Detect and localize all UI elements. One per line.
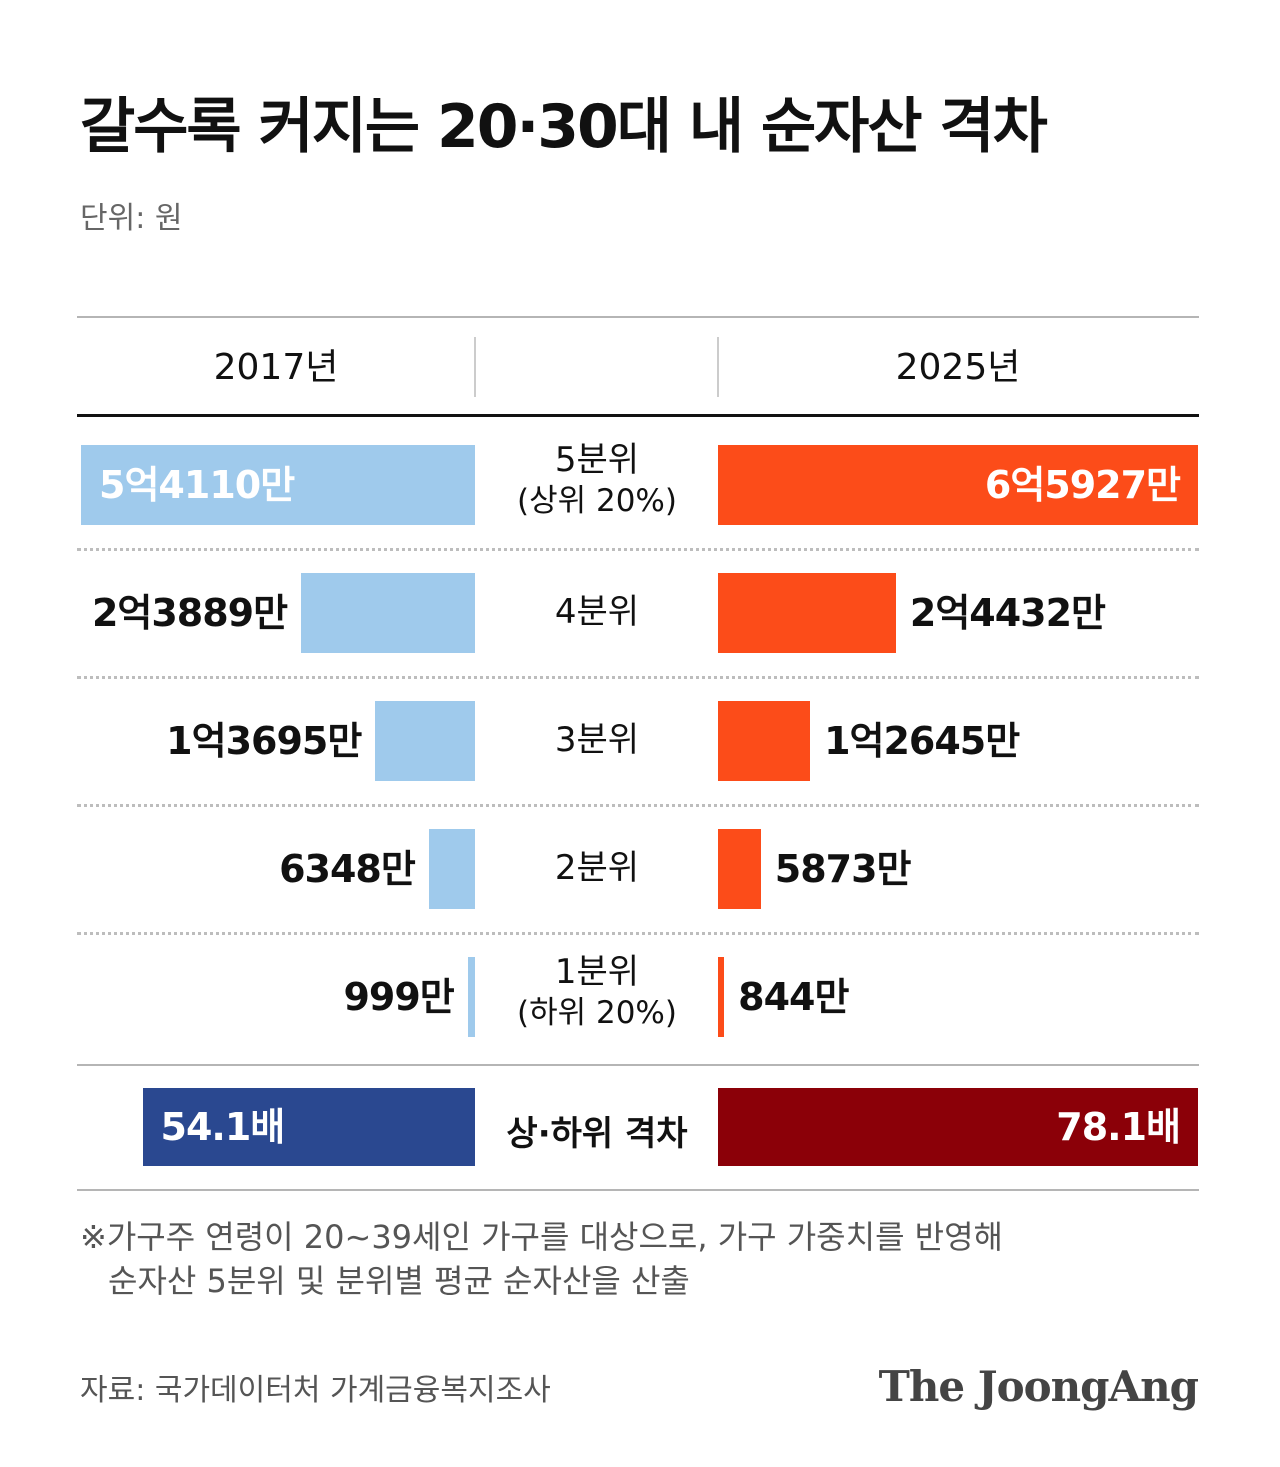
header-separator-right [717, 337, 719, 397]
gap-label: 상·하위 격차 [506, 1114, 688, 1154]
bar-2025 [718, 573, 896, 653]
value-label-2025: 844만 [738, 975, 849, 1019]
source-text: 자료: 국가데이터처 가계금융복지조사 [80, 1373, 551, 1408]
unit-label: 단위: 원 [80, 201, 183, 236]
category-main: 3분위 [554, 720, 640, 760]
category-label: 3분위 [476, 719, 718, 762]
bar-2025 [718, 445, 1198, 525]
footnote-line-2: 순자산 5분위 및 분위별 평균 순자산을 산출 [108, 1262, 690, 1300]
value-label-2025: 6억5927만 [984, 463, 1181, 507]
footnote-line-1: ※가구주 연령이 20~39세인 가구를 대상으로, 가구 가중치를 반영해 [80, 1218, 1003, 1256]
row-divider [77, 804, 1199, 807]
bar-2017 [81, 445, 475, 525]
bar-2017 [375, 701, 475, 781]
value-label-2025: 2억4432만 [909, 591, 1106, 635]
header-bottom-rule [77, 414, 1199, 417]
bar-2025 [718, 829, 761, 909]
gap-value-2025: 78.1배 [1056, 1105, 1181, 1149]
row-divider [77, 932, 1199, 935]
publisher-logo: The JoongAng [878, 1362, 1199, 1411]
category-main: 4분위 [554, 592, 640, 632]
gap-bar-2017 [142, 1088, 475, 1166]
value-label-2017: 1억3695만 [166, 719, 362, 763]
bar-2017 [428, 829, 475, 909]
category-main: 5분위 [554, 440, 640, 480]
category-label: 2분위 [476, 847, 718, 890]
value-label-2017: 999만 [343, 975, 454, 1019]
header-2025: 2025년 [895, 347, 1021, 388]
value-label-2025: 1억2645만 [824, 719, 1020, 763]
category-main: 2분위 [554, 848, 640, 888]
row-divider [77, 676, 1199, 679]
category-label: 5분위 (상위 20%) [476, 439, 718, 520]
bar-2017 [467, 957, 475, 1037]
category-main: 1분위 [554, 952, 640, 992]
gap-top-rule [77, 1064, 1199, 1066]
gap-value-2017: 54.1배 [160, 1105, 286, 1149]
header-top-rule [77, 316, 1199, 318]
row-divider [77, 548, 1199, 551]
category-sub: (상위 20%) [517, 482, 677, 519]
value-label-2017: 6348만 [279, 847, 416, 891]
header-separator-left [474, 337, 476, 397]
bar-2025 [718, 701, 811, 781]
gap-bottom-rule [77, 1189, 1199, 1191]
gap-bar-2025 [718, 1088, 1198, 1166]
value-label-2025: 5873만 [774, 847, 912, 891]
bar-2025 [718, 957, 725, 1037]
header-2017: 2017년 [213, 347, 339, 388]
footnote: ※가구주 연령이 20~39세인 가구를 대상으로, 가구 가중치를 반영해 순… [80, 1215, 1003, 1303]
chart-title: 갈수록 커지는 20·30대 내 순자산 격차 [80, 92, 1048, 162]
category-label: 4분위 [476, 591, 718, 634]
category-label: 1분위 (하위 20%) [476, 951, 718, 1032]
bar-2017 [301, 573, 475, 653]
value-label-2017: 5억4110만 [99, 463, 295, 507]
value-label-2017: 2억3889만 [91, 591, 288, 635]
category-sub: (하위 20%) [517, 994, 677, 1031]
